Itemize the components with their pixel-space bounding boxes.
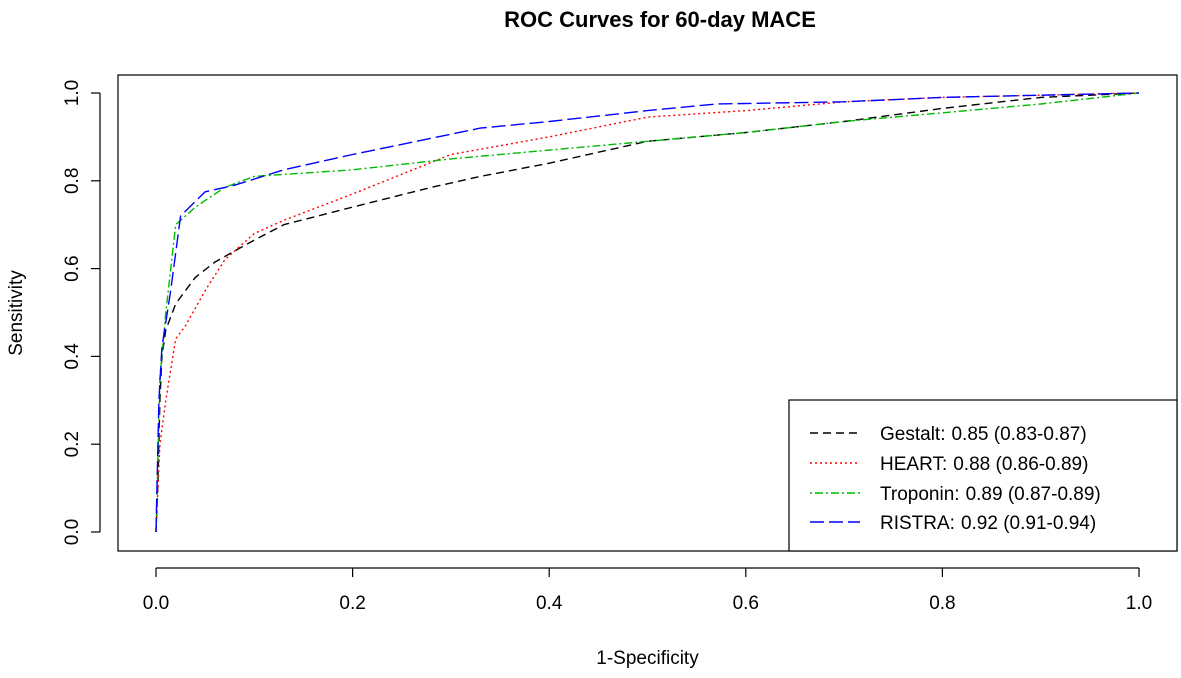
legend-auc-value: 0.92 (0.91-0.94) [961, 513, 1096, 534]
y-axis-label: Sensitivity [6, 270, 27, 356]
x-axis-label: 1-Specificity [596, 648, 699, 669]
x-tick-label: 1.0 [1126, 593, 1152, 614]
legend-label-troponin: Troponin: 0.89 (0.87-0.89) [880, 484, 1101, 505]
series-layer [155, 92, 1140, 533]
legend-box [788, 399, 1178, 552]
x-tick-label: 0.2 [339, 593, 365, 614]
legend-series-name: RISTRA: [880, 513, 955, 534]
y-tick-label: 0.0 [62, 519, 83, 545]
y-tick-label: 0.2 [62, 431, 83, 457]
plot-area-border [117, 74, 1178, 552]
series-line-troponin [155, 92, 1140, 533]
y-axis: 0.0 0.2 0.4 0.6 0.8 1.0 [62, 80, 101, 545]
x-tick-label: 0.6 [733, 593, 759, 614]
y-tick-label: 0.4 [62, 343, 83, 370]
x-tick-label: 0.0 [143, 593, 169, 614]
legend-label-gestalt: Gestalt: 0.85 (0.83-0.87) [880, 424, 1087, 445]
legend-series-name: Troponin: [880, 484, 960, 505]
legend-auc-value: 0.88 (0.86-0.89) [953, 454, 1088, 475]
legend-auc-value: 0.89 (0.87-0.89) [966, 484, 1101, 505]
x-tick-label: 0.4 [536, 593, 563, 614]
legend: Gestalt: 0.85 (0.83-0.87)HEART: 0.88 (0.86… [788, 399, 1178, 552]
legend-label-heart: HEART: 0.88 (0.86-0.89) [880, 454, 1088, 475]
legend-series-name: Gestalt: [880, 424, 945, 445]
x-axis: 0.0 0.2 0.4 0.6 0.8 1.0 [143, 567, 1152, 614]
y-tick-label: 1.0 [62, 80, 83, 106]
legend-label-ristra: RISTRA: 0.92 (0.91-0.94) [880, 513, 1096, 534]
series-line-heart [155, 92, 1140, 533]
y-tick-label: 0.6 [62, 255, 83, 281]
x-tick-label: 0.8 [929, 593, 955, 614]
y-tick-label: 0.8 [62, 168, 83, 194]
legend-auc-value: 0.85 (0.83-0.87) [951, 424, 1086, 445]
series-line-ristra [155, 92, 1140, 533]
legend-series-name: HEART: [880, 454, 947, 475]
chart-title: ROC Curves for 60-day MACE [504, 7, 816, 32]
